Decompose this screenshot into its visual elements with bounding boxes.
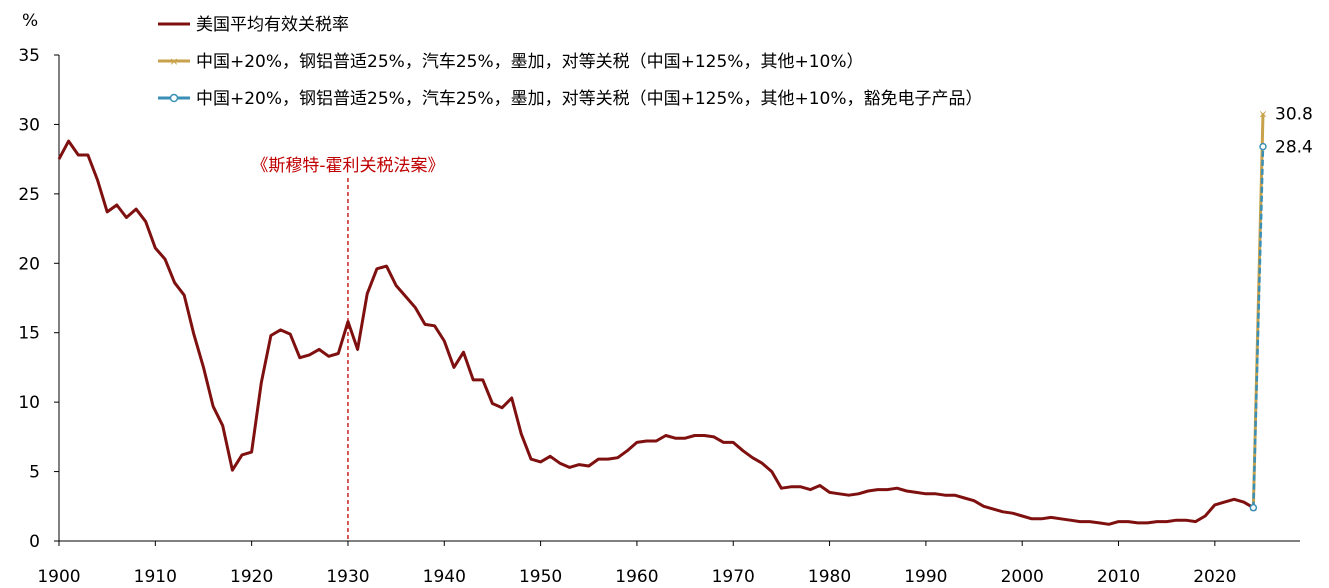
x-tick-label: 2000 — [1001, 567, 1044, 587]
x-tick-label: 1960 — [615, 567, 658, 587]
x-tick-label: 1920 — [230, 567, 273, 587]
y-tick-label: 20 — [18, 254, 40, 274]
series-line-historical — [57, 139, 1255, 526]
series-layer: ×× — [57, 107, 1268, 526]
x-tick-label: 1910 — [134, 567, 177, 587]
x-tick-label: 1950 — [519, 567, 562, 587]
y-axis-ticks: 0 5 10 15 20 25 30 35 — [18, 46, 59, 552]
y-tick-label: 35 — [18, 46, 40, 66]
legend-label-scenario-1: 中国+20%，钢铝普适25%，汽车25%，墨加，对等关税（中国+125%，其他+… — [196, 52, 863, 72]
smoot-hawley-annotation: 《斯穆特-霍利关税法案》 — [251, 156, 444, 176]
end-value-label-28.4: 28.4 — [1275, 138, 1313, 158]
legend-item-scenario-1: × 中国+20%，钢铝普适25%，汽车25%，墨加，对等关税（中国+125%，其… — [158, 52, 863, 72]
legend-item-historical: 美国平均有效关税率 — [158, 15, 349, 35]
series-line-scenario-2 — [1252, 146, 1265, 508]
x-tick-label: 2010 — [1097, 567, 1140, 587]
x-tick-label: 1930 — [326, 567, 369, 587]
legend-marker-x: × — [169, 55, 178, 68]
y-tick-label: 5 — [29, 463, 40, 483]
x-tick-label: 1970 — [712, 567, 755, 587]
y-tick-label: 25 — [18, 185, 40, 205]
point-marker-scenario-2 — [1249, 503, 1258, 512]
end-value-label-30.8: 30.8 — [1275, 104, 1313, 124]
x-tick-label: 1940 — [423, 567, 466, 587]
point-marker-scenario-1: × — [1258, 107, 1267, 120]
legend: 美国平均有效关税率 × 中国+20%，钢铝普适25%，汽车25%，墨加，对等关税… — [158, 15, 982, 109]
y-tick-label: 30 — [18, 115, 40, 135]
y-tick-label: 10 — [18, 393, 40, 413]
legend-label-scenario-2: 中国+20%，钢铝普适25%，汽车25%，墨加，对等关税（中国+125%，其他+… — [196, 89, 982, 109]
legend-marker-circle — [169, 93, 179, 103]
legend-label-historical: 美国平均有效关税率 — [196, 15, 349, 35]
x-tick-label: 1980 — [808, 567, 851, 587]
point-marker-scenario-2 — [1259, 142, 1267, 151]
x-tick-label: 1900 — [37, 567, 80, 587]
y-tick-label: 0 — [29, 532, 40, 552]
x-tick-label: 2020 — [1193, 567, 1236, 587]
x-axis-ticks: 1900 1910 1920 1930 1940 1950 1960 1970 1980 1990… — [37, 541, 1236, 587]
x-tick-label: 1990 — [904, 567, 947, 587]
y-axis-unit-label: % — [22, 11, 38, 31]
legend-item-scenario-2: 中国+20%，钢铝普适25%，汽车25%，墨加，对等关税（中国+125%，其他+… — [158, 89, 982, 109]
y-tick-label: 15 — [18, 324, 40, 344]
